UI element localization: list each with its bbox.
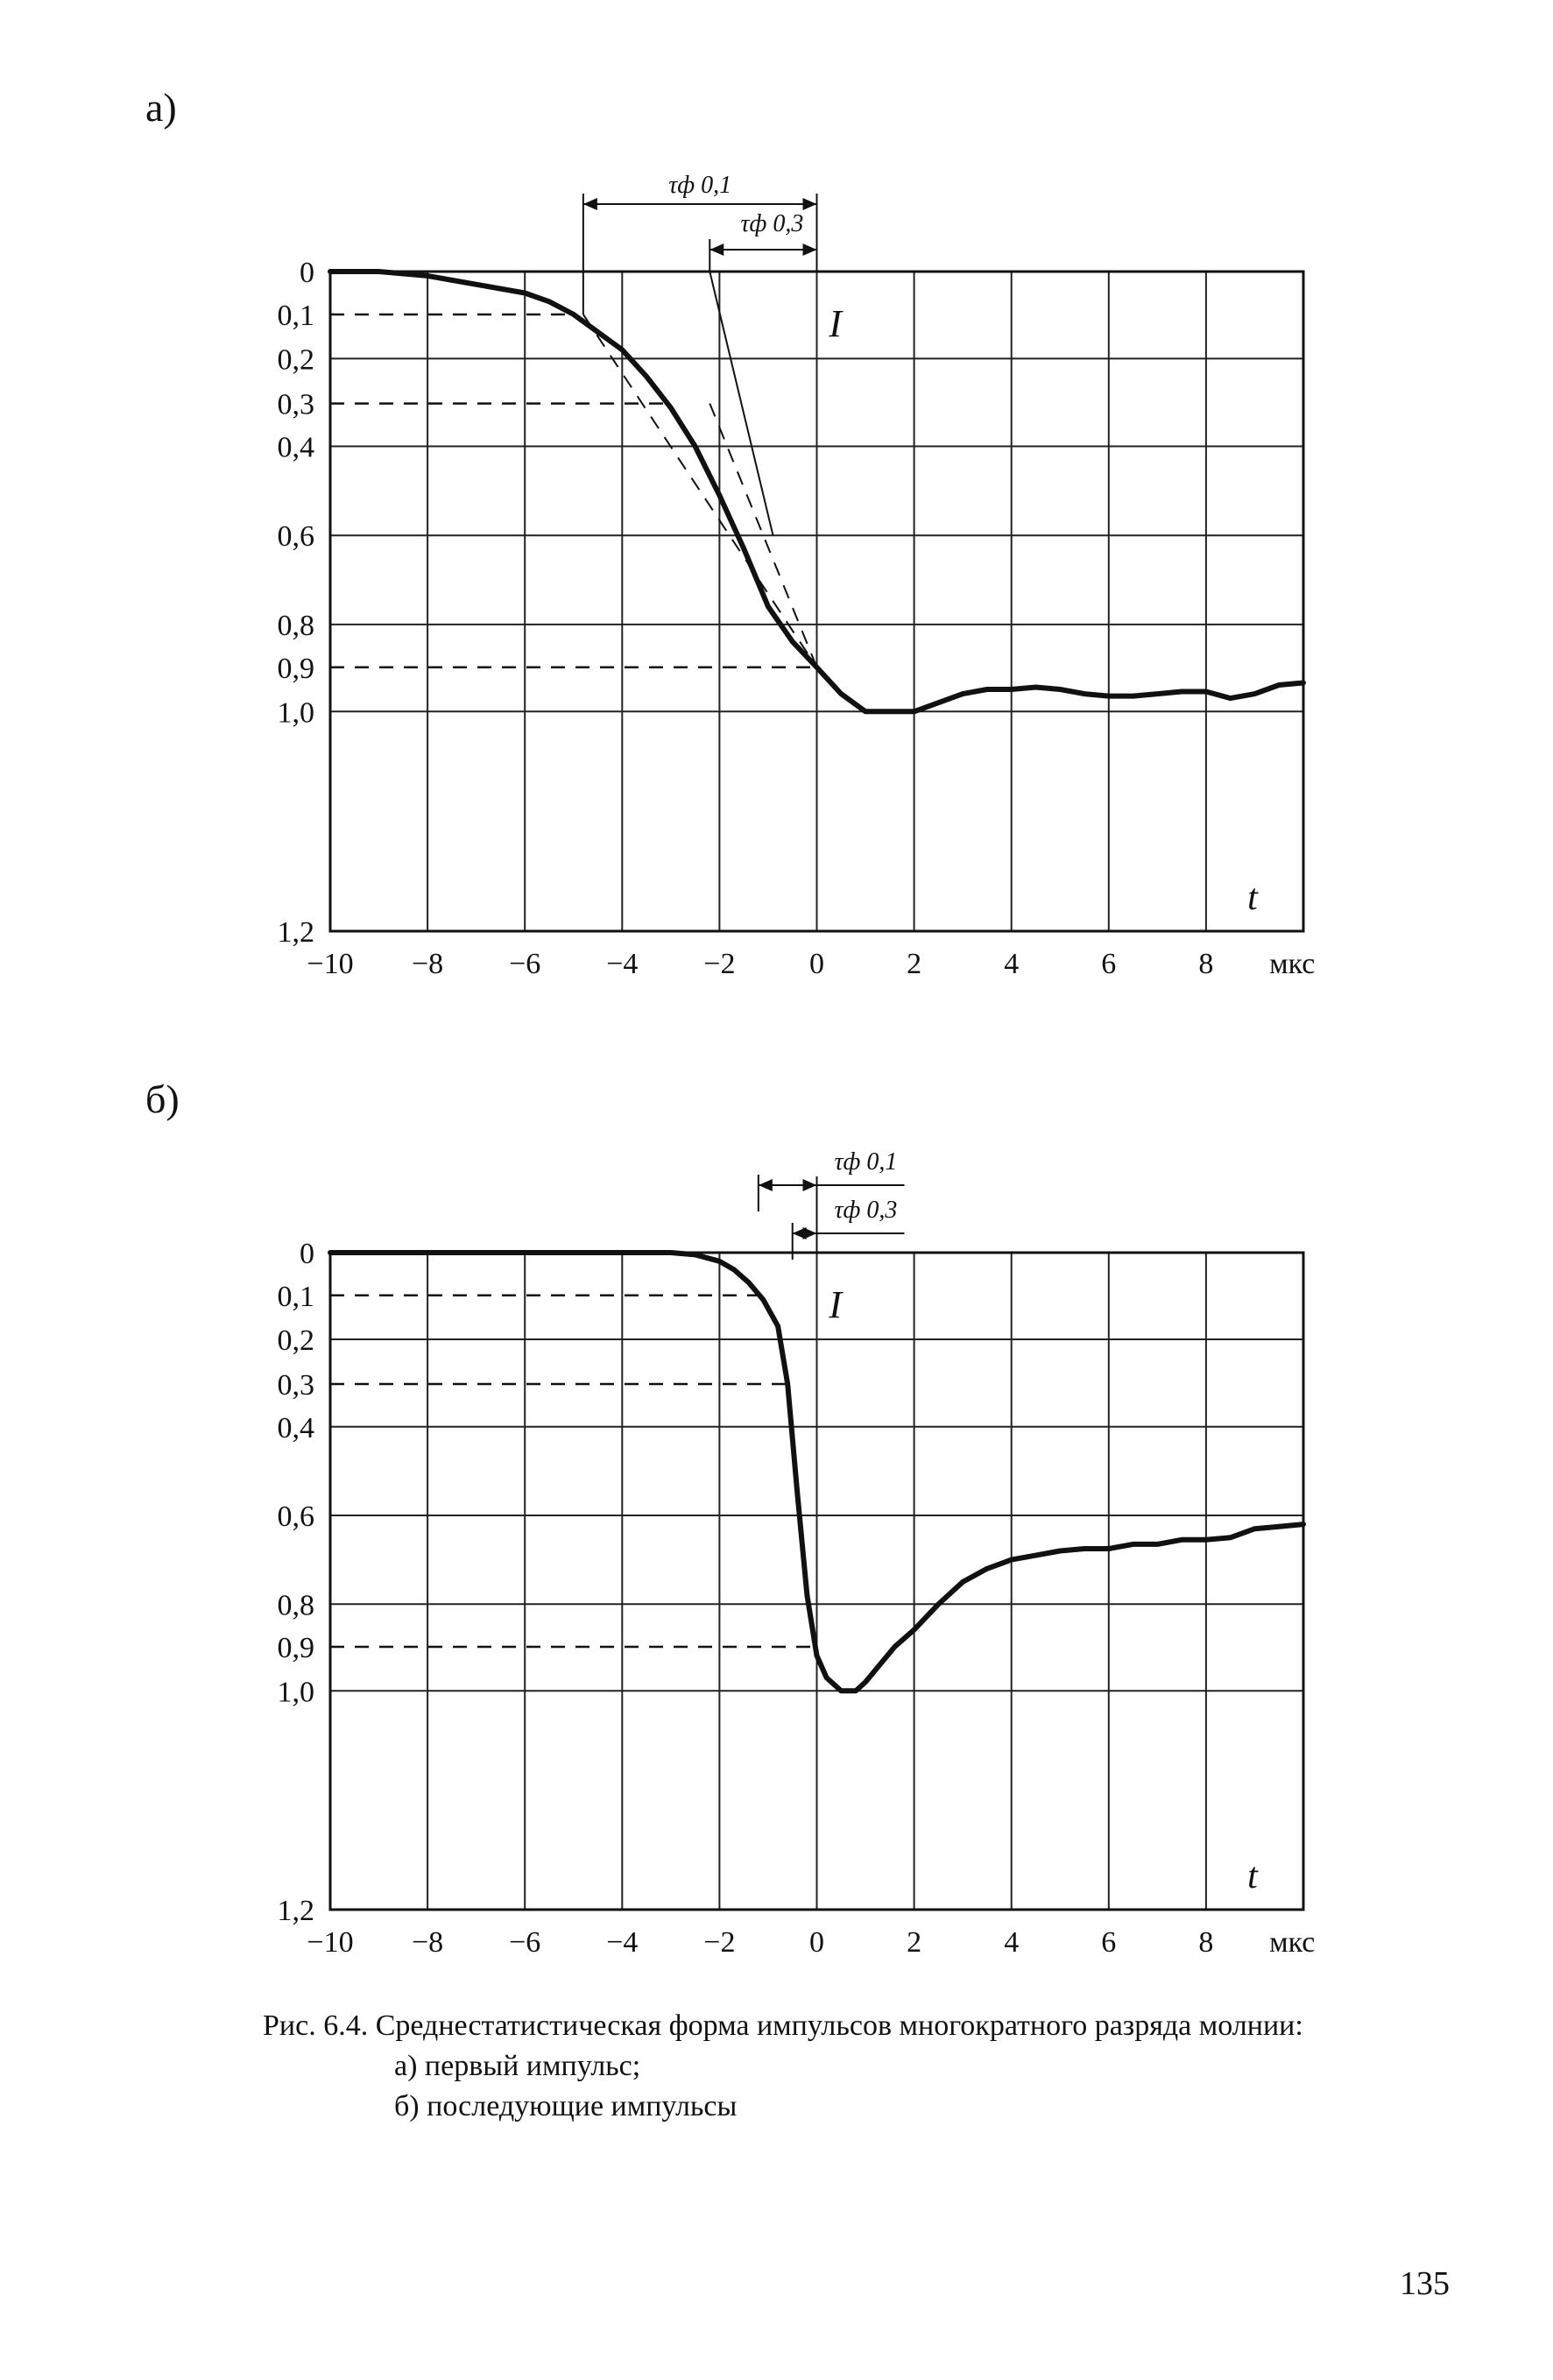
curve-label: I	[828, 302, 844, 345]
figure-caption: Рис. 6.4. Среднестатистическая форма имп…	[263, 2006, 1303, 2127]
x-tick-label: 6	[1101, 948, 1116, 980]
y-tick-label: 0	[300, 257, 314, 289]
annotation-label: τф 0,3	[740, 210, 803, 237]
x-tick-label: −10	[307, 1926, 353, 1959]
x-axis-label: t	[1247, 878, 1259, 918]
y-tick-label: 0,9	[278, 1632, 315, 1664]
x-tick-label: −8	[412, 948, 443, 980]
caption-line-2: а) первый импульс;	[394, 2050, 641, 2082]
x-tick-label: −4	[606, 1926, 638, 1959]
annotation-label: τф 0,1	[835, 1148, 898, 1176]
series-line	[328, 269, 1306, 715]
y-tick-label: 0,8	[278, 1589, 315, 1621]
y-tick-label: 1,2	[278, 916, 315, 949]
x-tick-label: 2	[907, 1926, 921, 1959]
annotation-label: τф 0,3	[835, 1197, 898, 1224]
annotation-arrow	[802, 1179, 817, 1191]
y-tick-label: 1,2	[278, 1895, 315, 1927]
x-tick-label: −2	[703, 1926, 735, 1959]
y-tick-label: 0,6	[278, 520, 315, 553]
y-tick-label: 1,0	[278, 1676, 315, 1708]
y-tick-label: 0,6	[278, 1501, 315, 1533]
x-tick-label: −4	[606, 948, 638, 980]
y-tick-label: 1,0	[278, 696, 315, 729]
x-tick-label: −10	[307, 948, 353, 980]
annotation-arrow	[802, 244, 817, 256]
series-line	[328, 1250, 1306, 1694]
x-tick-label: 4	[1004, 1926, 1019, 1959]
x-tick-label: 0	[809, 948, 824, 980]
annotation-label: τф 0,1	[668, 172, 731, 199]
y-tick-label: 0	[300, 1238, 314, 1270]
x-unit-label: мкс	[1269, 1926, 1315, 1959]
x-tick-label: 2	[907, 948, 921, 980]
y-tick-label: 0,2	[278, 1324, 315, 1357]
y-tick-label: 0,3	[278, 1369, 315, 1402]
y-tick-label: 0,8	[278, 610, 315, 642]
y-tick-label: 0,9	[278, 653, 315, 685]
annotation-arrow	[582, 198, 597, 210]
y-tick-label: 0,1	[278, 1281, 315, 1313]
x-tick-label: 6	[1101, 1926, 1116, 1959]
x-unit-label: мкс	[1269, 948, 1315, 980]
caption-line-1: Рис. 6.4. Среднестатистическая форма имп…	[263, 2009, 1303, 2042]
x-tick-label: −6	[509, 1926, 540, 1959]
curve-label: I	[828, 1283, 844, 1326]
x-tick-label: 0	[809, 1926, 824, 1959]
x-tick-label: −6	[509, 948, 540, 980]
x-tick-label: −2	[703, 948, 735, 980]
annotation-arrow	[802, 1227, 817, 1239]
y-tick-label: 0,2	[278, 343, 315, 376]
x-tick-label: 8	[1198, 1926, 1213, 1959]
panel-label-a: а)	[145, 85, 177, 130]
caption-line-3: б) последующие импульсы	[394, 2090, 738, 2122]
x-axis-label: t	[1247, 1856, 1259, 1896]
annotation-arrow	[802, 198, 817, 210]
y-tick-label: 0,1	[278, 300, 315, 332]
y-tick-label: 0,3	[278, 389, 315, 421]
annotation-arrow	[709, 244, 724, 256]
construction-line	[709, 271, 774, 536]
x-tick-label: 4	[1004, 948, 1019, 980]
x-tick-label: −8	[412, 1926, 443, 1959]
panel-label-b: б)	[145, 1077, 180, 1121]
annotation-arrow	[758, 1179, 773, 1191]
construction-line	[582, 314, 818, 668]
page-number: 135	[1400, 2265, 1450, 2302]
x-tick-label: 8	[1198, 948, 1213, 980]
y-tick-label: 0,4	[278, 432, 315, 464]
y-tick-label: 0,4	[278, 1412, 315, 1444]
